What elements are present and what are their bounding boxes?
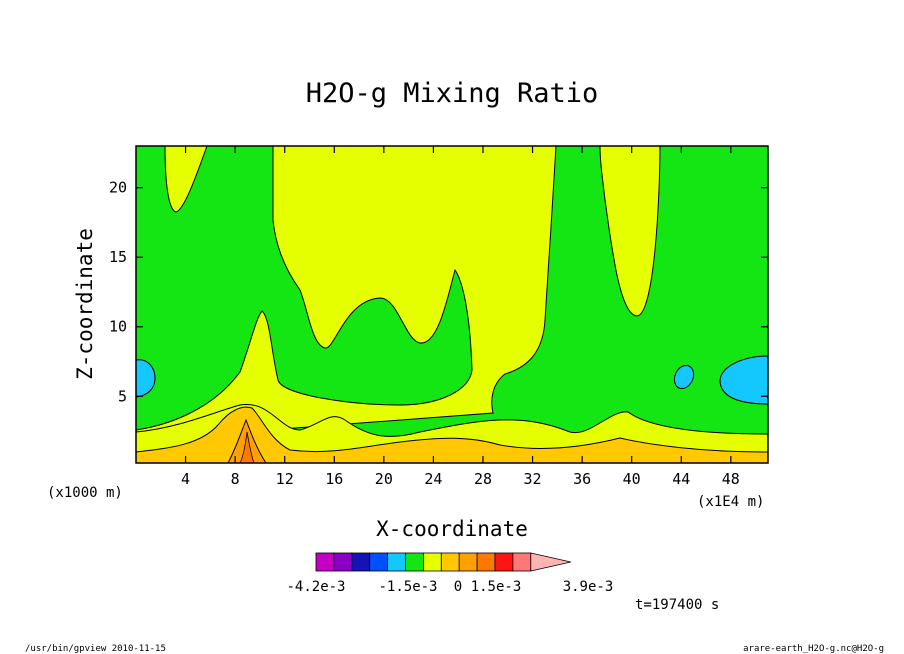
colorbar-tick-label: -1.5e-3: [378, 579, 437, 595]
y-tick-label: 15: [109, 248, 127, 266]
footer-right: arare-earth_H2O-g.nc@H2O-g: [743, 644, 884, 654]
contour-region-cyan-right: [719, 355, 768, 405]
y-tick-label: 20: [109, 179, 127, 197]
colorbar-box: [405, 552, 424, 572]
x-tick-label: 8: [231, 470, 240, 488]
time-label: t=197400 s: [635, 597, 719, 613]
contour-region-cyan-small: [673, 364, 695, 390]
x-axis-label: X-coordinate: [376, 517, 528, 541]
colorbar-tick-label: -4.2e-3: [286, 579, 345, 595]
x-tick-label: 44: [672, 470, 690, 488]
colorbar-box: [422, 552, 442, 572]
footer-left: /usr/bin/gpview 2010-11-15: [25, 644, 166, 654]
y-axis: 5 10 15 20: [109, 179, 768, 405]
colorbar-box: [512, 552, 532, 572]
y-axis-label: Z-coordinate: [73, 228, 97, 380]
x-tick-label: 16: [325, 470, 343, 488]
x-tick-label: 32: [524, 470, 542, 488]
x-axis: 4 8 12 16 20 24 28 32 36 40 44 48: [181, 146, 740, 488]
contour-region-yellow-left: [164, 146, 208, 213]
x-tick-label: 20: [375, 470, 393, 488]
colorbar-labels: -4.2e-3 -1.5e-3 0 1.5e-3 3.9e-3: [286, 579, 613, 595]
y-tick-label: 10: [109, 318, 127, 336]
colorbar-box: [387, 552, 406, 572]
contour-region-yellow-right: [599, 146, 661, 317]
x-tick-label: 4: [181, 470, 190, 488]
x-unit-label: (x1E4 m): [697, 494, 764, 510]
colorbar-tick-label: 1.5e-3: [471, 579, 522, 595]
colorbar-box: [351, 552, 371, 572]
y-unit-label: (x1000 m): [47, 485, 123, 501]
x-tick-label: 40: [623, 470, 641, 488]
colorbar-box: [458, 552, 478, 572]
colorbar-tick-label: 3.9e-3: [563, 579, 614, 595]
x-tick-label: 28: [474, 470, 492, 488]
colorbar-box: [476, 552, 496, 572]
x-tick-label: 12: [276, 470, 294, 488]
colorbar-tick-label: 0: [454, 579, 462, 595]
colorbar: [315, 552, 571, 572]
x-tick-label: 48: [722, 470, 740, 488]
plot-frame: [135, 145, 769, 464]
chart-title: H2O-g Mixing Ratio: [306, 78, 599, 109]
colorbar-box: [440, 552, 460, 572]
x-tick-label: 24: [424, 470, 442, 488]
contour-region-dark-orange-thin: [239, 431, 255, 463]
x-tick-label: 36: [573, 470, 591, 488]
contour-region-orange: [136, 406, 768, 463]
contour-region-yellow-central: [136, 146, 557, 441]
colorbar-box: [494, 552, 514, 572]
plot-area: [136, 146, 768, 463]
colorbar-box: [315, 552, 335, 572]
colorbar-box: [369, 552, 389, 572]
y-tick-label: 5: [118, 387, 127, 405]
colorbar-arrow: [530, 552, 571, 572]
colorbar-box: [333, 552, 353, 572]
